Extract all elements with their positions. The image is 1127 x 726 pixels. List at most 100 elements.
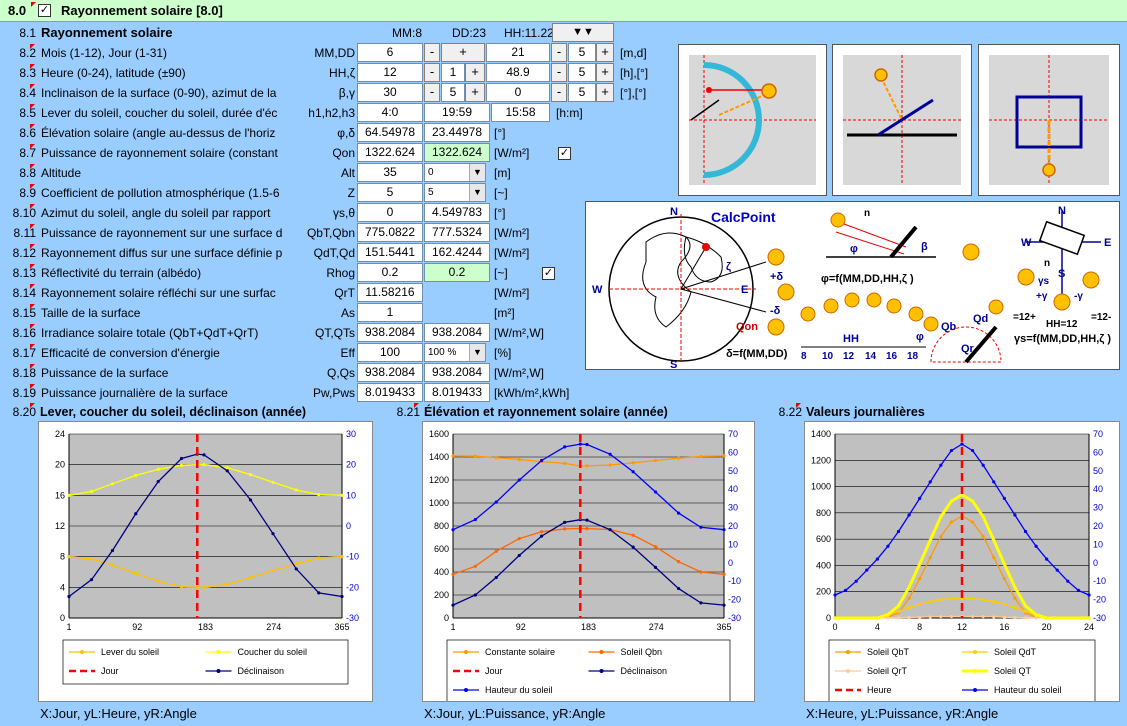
increment-button[interactable]: + [465, 83, 485, 102]
series-point [1002, 602, 1006, 606]
increment-button-2[interactable]: + [596, 63, 614, 82]
decrement-button-2[interactable]: - [551, 63, 567, 82]
series-point [271, 532, 275, 536]
section-checkbox[interactable]: ✓ [38, 4, 51, 17]
series-point [918, 602, 922, 606]
row-unit: [°] [494, 126, 506, 140]
series-point [722, 454, 726, 458]
collapse-dropdown-button[interactable]: ▼▼ [552, 23, 614, 42]
phi-equation: φ=f(MM,DD,HH,ζ ) [821, 273, 914, 285]
legend-label: Hauteur du soleil [994, 685, 1062, 695]
series-point [1023, 529, 1028, 534]
param-row: 8.19 Puissance journalière de la surface P… [0, 383, 600, 403]
y-right-tick-label: -20 [728, 595, 741, 605]
series-point [1002, 576, 1006, 581]
y-left-tick-label: 200 [816, 587, 831, 597]
chart-area: 0 200 400 600 800 1000 1200 1400 1600 -30 -20 -10 0 1… [422, 421, 755, 704]
step-input-2[interactable]: 5 [568, 83, 596, 102]
row-symbol: β,γ [335, 86, 355, 100]
chevron-down-icon[interactable]: ▼ [469, 344, 485, 361]
row-symbol: QT,QTs [311, 326, 355, 340]
legend-label: Soleil QrT [867, 666, 908, 676]
series-point [1013, 585, 1017, 589]
y-right-tick-label: 60 [1093, 447, 1103, 457]
value-input-1[interactable]: 12 [357, 63, 423, 82]
series-point [970, 614, 975, 619]
value-input-2[interactable]: 0 [486, 83, 550, 102]
value-field-1[interactable]: 100 [357, 343, 423, 362]
decrement-button-2[interactable]: - [551, 83, 567, 102]
series-point [676, 511, 681, 515]
step-input-1[interactable]: 5 [441, 83, 465, 102]
series-point [939, 463, 943, 467]
y-left-tick-label: 1000 [429, 498, 449, 508]
row-symbol: Rhog [323, 266, 355, 280]
value-input-1[interactable]: 6 [357, 43, 423, 62]
value-select[interactable]: 100 % ▼ [424, 343, 486, 362]
series-point [865, 568, 869, 572]
series-point [248, 473, 253, 477]
series-point [340, 493, 344, 497]
phi-label: φ [850, 243, 858, 255]
decrement-button[interactable]: - [424, 43, 440, 62]
value-field-1[interactable]: 5 [357, 183, 423, 202]
series-line-0 [452, 455, 725, 467]
increment-button[interactable]: + [465, 63, 485, 82]
series-point [918, 496, 922, 500]
value-select[interactable]: 5 ▼ [424, 183, 486, 202]
series-point [960, 442, 964, 446]
series-point [699, 454, 703, 459]
row-symbol: MM,DD [311, 46, 355, 60]
y-right-tick-label: -20 [346, 582, 359, 592]
series-point [928, 615, 932, 619]
value-input-2[interactable]: 48.9 [486, 63, 550, 82]
y-left-tick-label: 1000 [811, 482, 831, 492]
series-point [156, 579, 160, 583]
increment-button-2[interactable]: + [596, 83, 614, 102]
param-row: 8.12 Rayonnement diffus sur une surface d… [0, 243, 600, 263]
y-right-tick-label: 40 [728, 484, 738, 494]
increment-button-2[interactable]: + [596, 43, 614, 62]
series-point [918, 615, 922, 619]
series-point [539, 534, 544, 538]
value-field-1: 8.019433 [357, 383, 423, 402]
y-left-tick-label: 4 [60, 582, 65, 592]
hour-label-14: 14 [865, 351, 877, 362]
series-point [517, 457, 521, 462]
chart-section-8.21: 8.21 Élévation et rayonnement solaire (an… [384, 403, 762, 726]
value-field-1[interactable]: 0.2 [357, 263, 423, 282]
hh12-label: HH=12 [1046, 319, 1078, 330]
value-select[interactable]: 0 ▼ [424, 163, 486, 182]
comment-marker [30, 64, 35, 69]
row-number: 8.5 [19, 106, 36, 120]
row-label: Rayonnement solaire réfléchi sur une sur… [41, 286, 276, 300]
y-right-tick-label: 10 [1093, 539, 1103, 549]
decrement-button-2[interactable]: - [551, 43, 567, 62]
series-line-2 [452, 519, 725, 606]
value-input-2[interactable]: 21 [486, 43, 550, 62]
value-field-1[interactable]: 1 [357, 303, 423, 322]
chevron-down-icon[interactable]: ▼ [469, 164, 485, 181]
series-point [179, 463, 184, 468]
row-symbol: Alt [337, 166, 355, 180]
step-input-2[interactable]: 5 [568, 63, 596, 82]
qon-checkbox[interactable]: ✓ [558, 147, 571, 160]
series-point [585, 518, 589, 522]
row-symbol: Q,Qs [323, 366, 355, 380]
step-input-2[interactable]: 5 [568, 43, 596, 62]
y-right-tick-label: -10 [346, 552, 359, 562]
row-label: Heure (0-24), latitude (±90) [41, 66, 186, 80]
series-point [156, 479, 160, 484]
series-point [676, 586, 681, 591]
decrement-button[interactable]: - [424, 63, 440, 82]
row-symbol: Pw,Pws [309, 386, 355, 400]
value-input-1[interactable]: 30 [357, 83, 423, 102]
decrement-button[interactable]: - [424, 83, 440, 102]
phi-label-2: φ [916, 331, 924, 343]
step-input-1[interactable]: 1 [441, 63, 465, 82]
value-field-1[interactable]: 35 [357, 163, 423, 182]
chart-title: Lever, coucher du soleil, déclinaison (a… [40, 405, 307, 419]
increment-button[interactable]: + [441, 43, 485, 62]
chevron-down-icon[interactable]: ▼ [469, 184, 485, 201]
albedo-checkbox[interactable]: ✓ [542, 267, 555, 280]
